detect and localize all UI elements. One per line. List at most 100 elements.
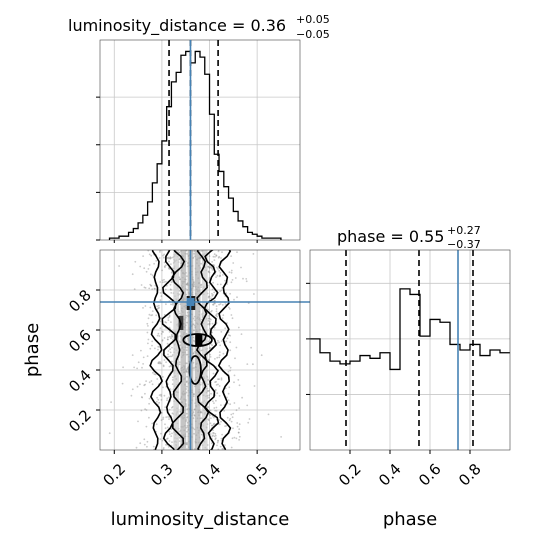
sample-point xyxy=(193,393,196,396)
sample-point xyxy=(151,314,154,316)
sample-point xyxy=(247,421,250,424)
sample-point xyxy=(207,383,210,386)
sample-point xyxy=(219,290,222,293)
sample-point xyxy=(162,386,164,389)
sample-point xyxy=(160,333,163,335)
sample-point xyxy=(169,335,171,338)
sample-point xyxy=(186,442,189,444)
sample-point xyxy=(211,261,214,263)
density-column xyxy=(173,250,180,450)
sample-point xyxy=(230,271,233,274)
sample-point xyxy=(218,378,221,380)
sample-point xyxy=(139,265,142,268)
sample-point xyxy=(170,365,173,368)
sample-point xyxy=(150,254,153,257)
y-tick-label: 0.4 xyxy=(65,366,95,396)
sample-point xyxy=(133,366,136,369)
sample-point xyxy=(253,293,255,295)
sample-point xyxy=(160,316,162,319)
sample-point xyxy=(208,317,210,319)
sample-point xyxy=(156,396,159,399)
sample-point xyxy=(144,383,147,386)
sample-point xyxy=(159,327,162,330)
sample-point xyxy=(212,294,214,296)
sample-point xyxy=(229,403,232,406)
sample-point xyxy=(165,443,167,446)
sample-point xyxy=(154,284,157,287)
sample-point xyxy=(141,396,144,399)
sample-point xyxy=(178,331,181,333)
sample-point xyxy=(170,428,173,431)
sample-point xyxy=(165,321,168,324)
sample-point xyxy=(224,444,226,446)
sample-point xyxy=(178,361,181,363)
panel-frame xyxy=(100,40,300,240)
sample-point xyxy=(214,389,217,391)
sample-point xyxy=(217,439,220,442)
sample-point xyxy=(224,279,226,282)
sample-point xyxy=(220,340,223,342)
sample-point xyxy=(236,251,238,254)
sample-point xyxy=(142,255,145,257)
x-tick-label: 0.2 xyxy=(99,460,129,490)
sample-point xyxy=(142,363,145,365)
sample-point xyxy=(162,447,165,449)
sample-point xyxy=(212,372,215,375)
sample-point xyxy=(224,387,227,390)
sample-point xyxy=(220,331,223,333)
sample-point xyxy=(245,278,248,280)
sample-point xyxy=(130,394,133,397)
sample-point xyxy=(218,419,221,421)
sample-point xyxy=(168,396,171,398)
sample-point xyxy=(214,437,217,440)
sample-point xyxy=(168,433,171,435)
sample-point xyxy=(162,418,165,420)
sample-point xyxy=(219,445,222,448)
sample-point xyxy=(208,324,211,326)
sample-point xyxy=(209,322,211,325)
sample-point xyxy=(250,346,253,349)
sample-point xyxy=(224,327,227,330)
sample-point xyxy=(221,448,224,450)
sample-point xyxy=(210,267,213,270)
title-ld-minus: −0.05 xyxy=(296,28,330,41)
sample-point xyxy=(207,418,210,421)
sample-point xyxy=(170,337,172,340)
sample-point xyxy=(219,344,222,347)
sample-point xyxy=(224,425,227,428)
title-phase: phase = 0.55 xyxy=(337,227,444,246)
sample-point xyxy=(209,347,212,350)
sample-point xyxy=(155,423,158,426)
sample-point xyxy=(200,286,203,288)
contour-core xyxy=(182,333,213,347)
sample-point xyxy=(168,418,170,420)
sample-point xyxy=(165,416,168,418)
sample-point xyxy=(209,266,211,269)
sample-point xyxy=(140,409,143,412)
sample-point xyxy=(230,446,233,449)
sample-point xyxy=(158,394,161,396)
sample-point xyxy=(157,332,160,335)
sample-point xyxy=(139,442,142,445)
sample-point xyxy=(193,329,195,332)
sample-point xyxy=(147,325,149,327)
sample-point xyxy=(144,408,147,410)
sample-point xyxy=(161,339,164,341)
sample-point xyxy=(207,319,210,322)
sample-point xyxy=(231,437,234,440)
contour-middle xyxy=(161,250,220,450)
sample-point xyxy=(220,257,222,259)
sample-point xyxy=(164,288,167,291)
sample-point xyxy=(142,356,145,359)
contours xyxy=(149,250,232,450)
truth-marker xyxy=(186,298,195,306)
sample-point xyxy=(164,266,166,269)
sample-point xyxy=(148,397,151,400)
sample-point xyxy=(167,350,170,352)
sample-point xyxy=(110,401,112,403)
sample-point xyxy=(150,273,152,276)
sample-point xyxy=(193,252,196,255)
sample-point xyxy=(145,425,148,428)
sample-point xyxy=(215,384,218,386)
